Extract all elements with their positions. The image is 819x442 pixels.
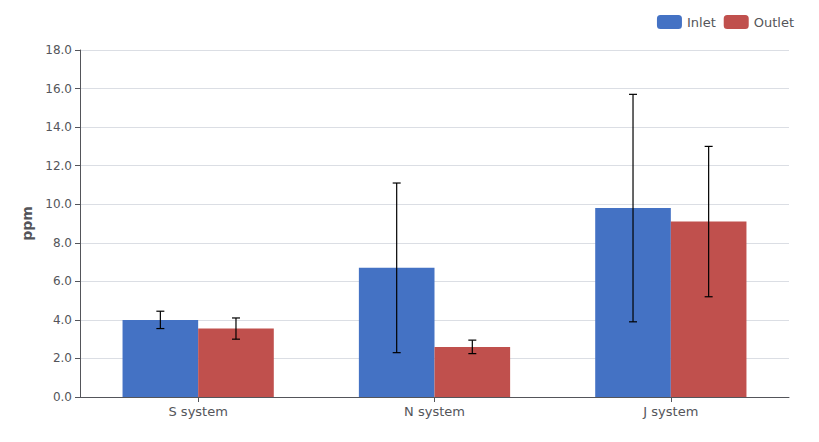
svg-text:Outlet: Outlet [754,15,794,30]
svg-text:18.0: 18.0 [45,43,72,57]
svg-text:16.0: 16.0 [45,82,72,96]
svg-text:4.0: 4.0 [53,313,72,327]
svg-text:S system: S system [168,404,227,419]
svg-text:2.0: 2.0 [53,351,72,365]
svg-text:N system: N system [404,404,465,419]
svg-text:14.0: 14.0 [45,120,72,134]
svg-text:Inlet: Inlet [687,15,716,30]
svg-text:0.0: 0.0 [53,390,72,404]
svg-text:10.0: 10.0 [45,197,72,211]
svg-text:8.0: 8.0 [53,236,72,250]
svg-text:J system: J system [642,404,698,419]
svg-text:6.0: 6.0 [53,274,72,288]
svg-text:12.0: 12.0 [45,159,72,173]
svg-text:ppm: ppm [19,206,35,241]
